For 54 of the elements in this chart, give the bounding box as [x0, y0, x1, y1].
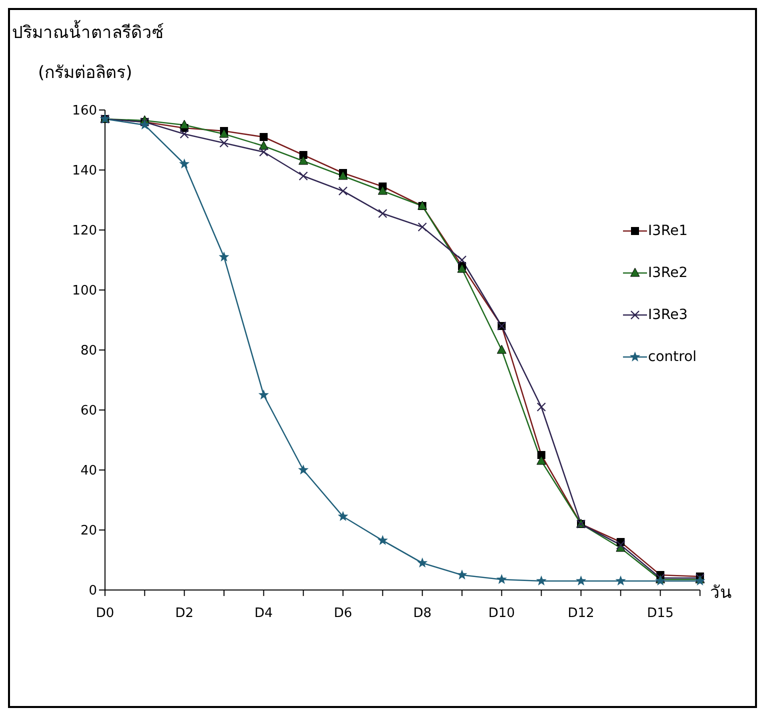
point — [259, 147, 268, 157]
legend-label: I3Re1 — [648, 223, 688, 239]
point — [218, 252, 230, 262]
point — [378, 186, 388, 195]
point — [418, 222, 427, 232]
point — [180, 120, 190, 129]
point — [615, 576, 626, 586]
y-tick-label: 0 — [88, 584, 97, 599]
legend-label: control — [648, 349, 697, 365]
x-tick-label: D4 — [254, 606, 273, 622]
x-tick-label: D2 — [175, 606, 194, 622]
point — [338, 170, 348, 180]
point — [536, 576, 547, 586]
point — [456, 570, 468, 580]
point — [576, 576, 586, 586]
point — [536, 456, 546, 465]
point — [496, 574, 507, 584]
y-axis-title: ปริมาณน้ำตาลรีดิวซ์ (กรัมต่อลิตร) — [12, 19, 164, 85]
y-tick-label: 160 — [72, 104, 97, 119]
point — [298, 171, 308, 181]
point — [536, 402, 546, 412]
y-tick-label: 140 — [72, 164, 97, 179]
point — [377, 535, 388, 545]
point — [179, 158, 190, 168]
point — [338, 186, 348, 196]
point — [219, 128, 229, 138]
point — [338, 511, 348, 521]
legend-label: I3Re2 — [648, 265, 688, 281]
x-tick-label: D8 — [413, 606, 432, 622]
y-tick-label: 20 — [80, 524, 97, 539]
x-tick-label: D15 — [647, 606, 674, 622]
point — [298, 464, 309, 474]
x-tick-label: D0 — [96, 606, 114, 622]
point — [298, 156, 308, 165]
point — [616, 540, 626, 550]
legend-label: I3Re3 — [648, 307, 688, 323]
point — [496, 344, 506, 354]
y-tick-label: 40 — [80, 464, 97, 479]
x-axis-title: วัน — [710, 582, 732, 605]
y-tick-label: 60 — [80, 404, 97, 419]
point — [457, 264, 467, 273]
point — [417, 558, 428, 568]
point — [219, 138, 229, 148]
x-tick-label: D6 — [334, 606, 352, 622]
point — [258, 390, 269, 400]
x-tick-label: D10 — [488, 606, 515, 622]
y-tick-label: 80 — [80, 344, 97, 359]
point — [378, 208, 388, 218]
point — [457, 255, 467, 265]
y-tick-label: 120 — [72, 224, 97, 239]
point — [180, 129, 189, 139]
y-tick-label: 100 — [72, 284, 97, 299]
point — [139, 120, 150, 130]
x-tick-label: D12 — [568, 606, 594, 622]
